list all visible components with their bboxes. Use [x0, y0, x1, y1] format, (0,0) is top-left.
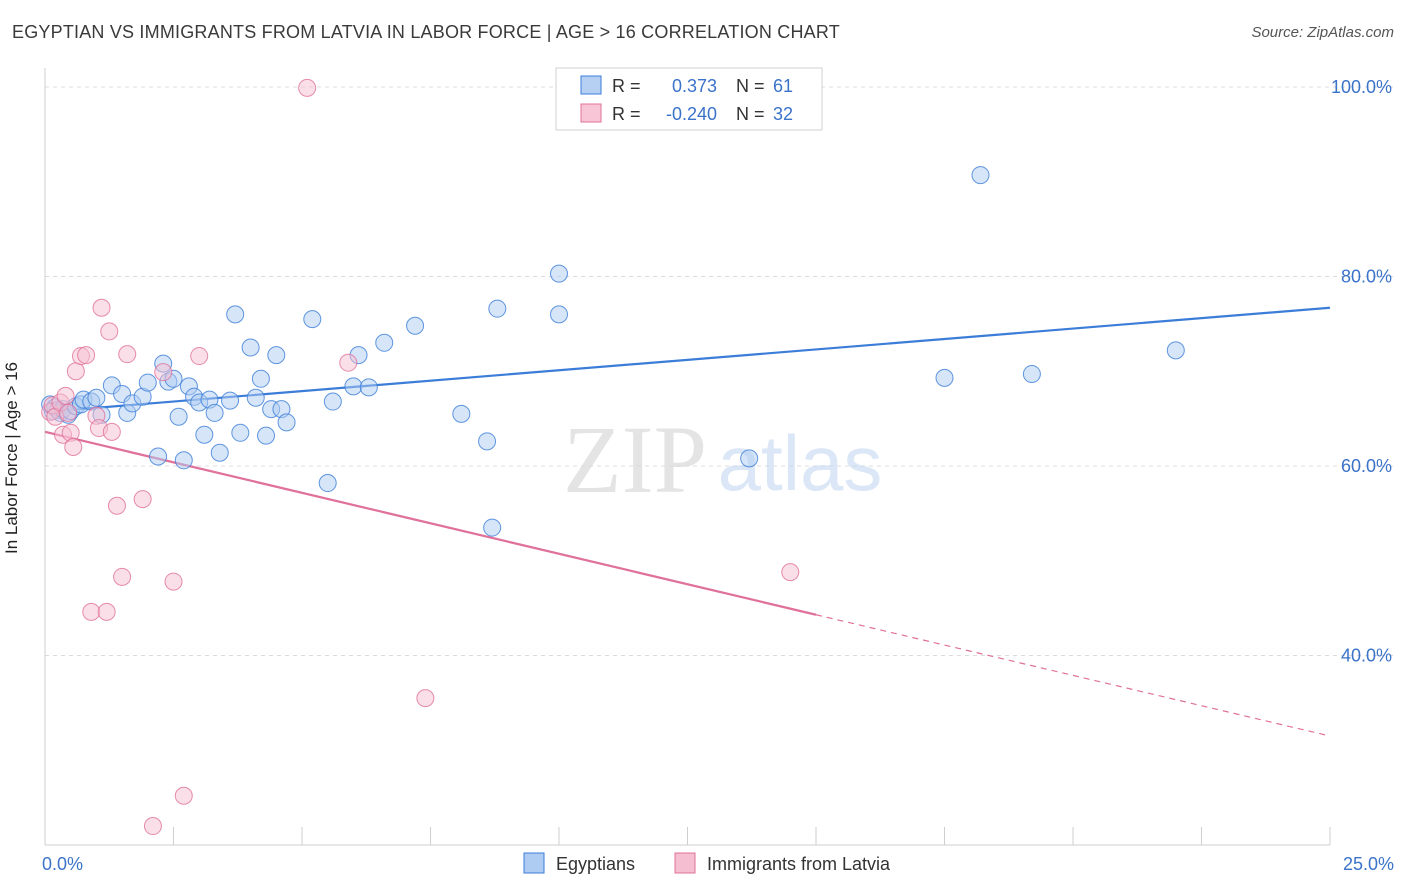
y-tick-label: 60.0%: [1341, 456, 1392, 476]
point-egyptians: [478, 432, 497, 451]
point-latvia: [59, 403, 78, 422]
source-label: Source: ZipAtlas.com: [1251, 24, 1394, 41]
point-egyptians: [303, 310, 322, 329]
stats-r-value-blue: 0.373: [672, 76, 717, 96]
point-latvia: [102, 422, 121, 441]
point-egyptians: [210, 443, 229, 462]
stats-r-label-pink: R =: [612, 104, 641, 124]
y-tick-label: 80.0%: [1341, 266, 1392, 286]
point-egyptians: [318, 474, 337, 493]
point-latvia: [781, 563, 800, 582]
point-latvia: [66, 362, 85, 381]
point-egyptians: [483, 518, 502, 537]
point-latvia: [113, 567, 132, 586]
grid-lines: [45, 86, 1395, 656]
stats-legend: R = 0.373 N = 61 R = -0.240 N = 32: [555, 67, 823, 131]
series-legend-label-egyptians: Egyptians: [556, 854, 635, 874]
trend-line-latvia-extension: [815, 614, 1331, 737]
point-latvia: [92, 298, 111, 317]
y-tick-label: 100.0%: [1331, 77, 1392, 97]
point-egyptians: [246, 388, 265, 407]
point-egyptians: [323, 392, 342, 411]
point-latvia: [118, 345, 137, 364]
point-egyptians: [1166, 341, 1185, 360]
point-latvia: [190, 347, 209, 366]
point-egyptians: [452, 404, 471, 423]
axes: [44, 68, 1331, 846]
point-egyptians: [1022, 365, 1041, 384]
x-tick-label: 25.0%: [1343, 854, 1394, 874]
point-latvia: [154, 363, 173, 382]
point-egyptians: [550, 264, 568, 283]
point-egyptians: [267, 346, 286, 365]
point-egyptians: [550, 305, 568, 324]
point-egyptians: [257, 426, 276, 445]
point-latvia: [298, 78, 317, 97]
point-egyptians: [406, 316, 425, 335]
watermark-zip: ZIP: [563, 406, 707, 513]
point-egyptians: [138, 373, 157, 392]
point-egyptians: [241, 338, 260, 357]
stats-r-label-blue: R =: [612, 76, 641, 96]
point-egyptians: [251, 369, 270, 388]
point-latvia: [56, 386, 75, 405]
stats-legend-swatch-blue: [580, 75, 602, 95]
series-legend: Egyptians Immigrants from Latvia: [523, 852, 891, 874]
point-latvia: [164, 572, 183, 591]
point-egyptians: [935, 368, 954, 387]
series-legend-label-latvia: Immigrants from Latvia: [707, 854, 891, 874]
point-egyptians: [149, 447, 168, 466]
point-latvia: [77, 346, 96, 365]
point-egyptians: [226, 305, 245, 324]
stats-n-value-blue: 61: [773, 76, 793, 96]
point-latvia: [100, 322, 119, 341]
point-latvia: [143, 817, 162, 836]
point-egyptians: [169, 407, 188, 426]
point-egyptians: [344, 377, 363, 396]
point-egyptians: [205, 403, 224, 422]
point-egyptians: [277, 413, 296, 432]
watermark: ZIP atlas: [563, 406, 882, 513]
stats-n-label-blue: N =: [736, 76, 765, 96]
point-egyptians: [375, 333, 394, 352]
point-egyptians: [231, 423, 250, 442]
stats-n-value-pink: 32: [773, 104, 793, 124]
tick-labels: 40.0% 60.0% 80.0% 100.0% 0.0% 25.0%: [42, 77, 1394, 874]
point-egyptians: [195, 425, 214, 444]
point-egyptians: [740, 449, 759, 468]
series-legend-swatch-latvia: [674, 852, 696, 874]
series-legend-swatch-egyptians: [523, 852, 545, 874]
point-egyptians: [221, 391, 240, 410]
point-latvia: [107, 496, 126, 515]
trend-line-latvia: [44, 430, 817, 616]
stats-r-value-pink: -0.240: [666, 104, 717, 124]
point-egyptians: [488, 299, 507, 318]
point-egyptians: [359, 378, 378, 397]
stats-legend-swatch-pink: [580, 103, 602, 123]
y-tick-label: 40.0%: [1341, 645, 1392, 665]
point-latvia: [339, 353, 358, 372]
point-latvia: [174, 786, 193, 805]
point-latvia: [82, 602, 101, 621]
x-tick-label: 0.0%: [42, 854, 83, 874]
trend-lines: [44, 306, 1331, 737]
point-egyptians: [174, 451, 193, 470]
point-egyptians: [87, 388, 106, 407]
point-latvia: [64, 438, 83, 457]
stats-n-label-pink: N =: [736, 104, 765, 124]
point-latvia: [97, 602, 116, 621]
chart-title: EGYPTIAN VS IMMIGRANTS FROM LATVIA IN LA…: [12, 22, 840, 42]
point-egyptians: [971, 166, 990, 185]
data-points: [41, 78, 1185, 836]
point-latvia: [133, 490, 152, 509]
point-latvia: [416, 689, 435, 708]
